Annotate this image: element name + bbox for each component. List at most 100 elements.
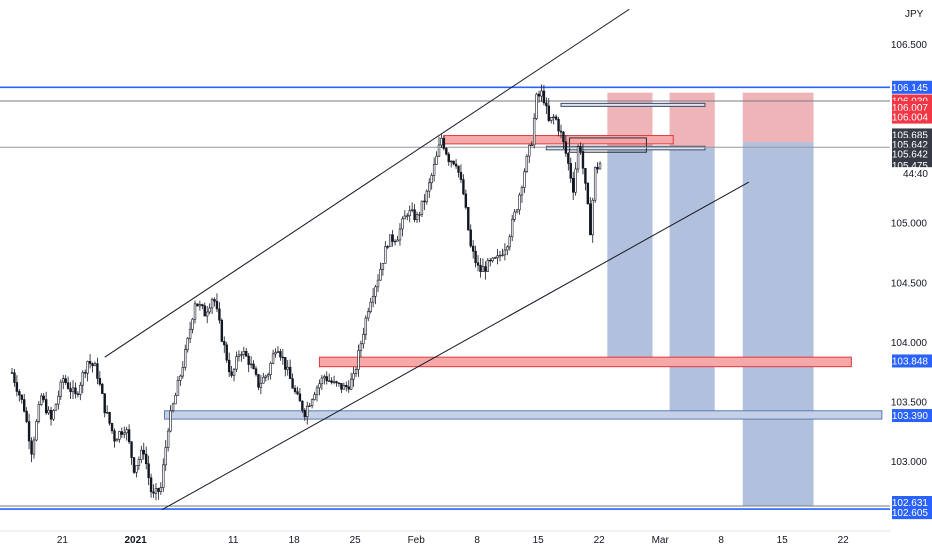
candle	[593, 166, 597, 203]
candle-body	[257, 374, 260, 388]
candle	[147, 455, 150, 486]
candle	[149, 473, 153, 498]
candle-body	[406, 215, 409, 217]
candle-body	[145, 453, 148, 465]
candle	[281, 349, 285, 365]
candle-body	[313, 394, 316, 400]
candle	[449, 160, 453, 168]
candle-body	[498, 254, 502, 257]
candle-body	[25, 410, 28, 422]
candle-body	[113, 430, 116, 442]
candle-body	[520, 187, 524, 196]
zones[interactable]	[164, 102, 883, 420]
candle-body	[152, 491, 155, 494]
candle-body	[386, 246, 389, 248]
candle	[442, 135, 446, 151]
candle-body	[435, 155, 438, 165]
candle-body	[135, 465, 138, 473]
candle-body	[513, 211, 516, 220]
candle-body	[367, 311, 370, 319]
price-label-text: 102.605	[892, 508, 929, 519]
price-label-text: 105.642	[892, 140, 929, 151]
neutral-outline-zone[interactable]	[569, 137, 647, 153]
candle-body	[571, 177, 575, 193]
candle	[554, 114, 558, 121]
x-tick-label: Feb	[408, 535, 426, 546]
candle	[523, 168, 526, 193]
candle-body	[66, 382, 70, 389]
candle-body	[213, 299, 216, 302]
candle	[481, 258, 485, 272]
candle	[249, 356, 253, 369]
candle-body	[176, 380, 180, 396]
candle	[503, 243, 507, 261]
demand-zone[interactable]	[164, 410, 883, 420]
candle	[313, 391, 316, 401]
trend-line[interactable]	[161, 181, 750, 511]
candle	[501, 248, 504, 257]
time-axis[interactable]: 21 2021 11 18 25 Feb 8 15 22 Mar 8 15 22	[0, 530, 890, 546]
candle-body	[157, 488, 160, 492]
candle	[388, 234, 392, 248]
candle	[447, 151, 450, 166]
candle-body	[332, 381, 336, 383]
candle	[437, 136, 441, 158]
candle	[489, 257, 492, 267]
trend-lines[interactable]	[104, 8, 750, 511]
candle-body	[593, 167, 597, 201]
candle-body	[218, 308, 221, 321]
candle-body	[35, 421, 38, 441]
position-stop-zone[interactable]	[669, 92, 715, 148]
candle-body	[215, 300, 219, 310]
candle	[59, 379, 63, 400]
candle-body	[523, 171, 526, 188]
candle-body	[310, 399, 314, 406]
candle-body	[115, 439, 119, 442]
candle	[525, 154, 529, 173]
trend-line[interactable]	[104, 8, 630, 358]
candle	[191, 317, 194, 334]
position-target-zone[interactable]	[742, 142, 814, 506]
candle	[264, 374, 267, 382]
candle	[257, 374, 260, 391]
candle	[266, 372, 270, 381]
candle	[325, 371, 328, 385]
candle	[474, 245, 477, 268]
candle-body	[120, 431, 124, 435]
position-stop-zone[interactable]	[742, 92, 814, 143]
demand-outline-zone[interactable]	[545, 145, 706, 151]
supply-zone[interactable]	[318, 356, 852, 368]
position-target-zone[interactable]	[669, 147, 715, 416]
candle	[164, 440, 167, 471]
candle	[235, 351, 238, 372]
candle	[18, 389, 21, 402]
candle-body	[325, 376, 328, 382]
candle-body	[127, 429, 131, 443]
candle-body	[547, 105, 551, 121]
candle-body	[532, 118, 536, 146]
candle-body	[420, 200, 424, 215]
candle-body	[240, 354, 243, 356]
candle-body	[559, 130, 563, 133]
candle-body	[408, 210, 411, 217]
candle-body	[181, 367, 184, 377]
candle	[76, 391, 80, 398]
demand-outline-zone[interactable]	[560, 102, 706, 107]
price-axis[interactable]: JPY 106.500 105.000 104.500 104.000 103.500 1…	[891, 9, 928, 468]
candle-body	[474, 250, 477, 264]
price-label: 103.390	[892, 409, 932, 423]
candle	[457, 165, 460, 178]
supply-zone[interactable]	[443, 135, 674, 145]
candle-body	[540, 90, 543, 97]
candle-body	[210, 299, 214, 309]
candle-body	[459, 172, 463, 180]
candle-body	[264, 375, 267, 378]
candle-body	[454, 163, 458, 167]
position-target-zone[interactable]	[607, 147, 653, 361]
candle-body	[479, 264, 482, 272]
price-label-text: 106.007	[892, 103, 929, 114]
candle-body	[369, 301, 372, 312]
position-tools[interactable]	[607, 92, 814, 506]
candle	[123, 426, 126, 439]
